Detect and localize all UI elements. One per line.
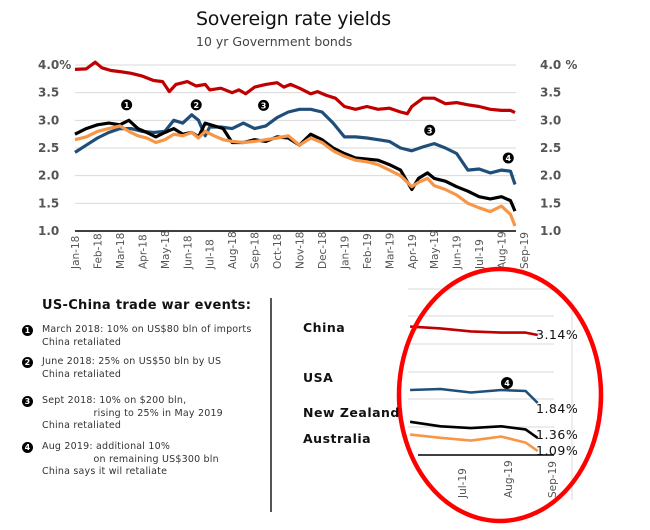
x-tick-label: Dec-18 xyxy=(317,232,329,269)
event-marker-circle xyxy=(121,99,133,111)
y-tick-label-right: 1.5 xyxy=(540,196,561,210)
y-tick-label-left: 3.5 xyxy=(38,86,59,100)
section-divider xyxy=(270,298,272,512)
x-tick-label: Jun-18 xyxy=(182,235,194,270)
inset-marker-circle xyxy=(501,377,513,389)
x-tick-label: Oct-18 xyxy=(272,234,284,269)
inset-value-australia: 1.09% xyxy=(536,443,579,458)
x-tick-label: May-19 xyxy=(429,230,441,269)
y-tick-label-left: 3.0 xyxy=(38,113,59,127)
y-tick-label-left: 4.0% xyxy=(38,58,71,72)
event-number-badge: 1 xyxy=(22,325,33,336)
y-tick-label-right: 3.0 xyxy=(540,113,561,127)
event-marker-circle xyxy=(258,99,270,111)
event-marker-1: 1 xyxy=(121,99,133,111)
event-marker-number: 2 xyxy=(193,101,199,110)
inset-value-usa: 1.84% xyxy=(536,401,579,416)
x-tick-label: Feb-18 xyxy=(92,233,104,269)
series-line-usa xyxy=(74,107,517,186)
x-tick-label: Nov-18 xyxy=(295,232,307,269)
event-text: Sept 2018: 10% on $200 bln, rising to 25… xyxy=(42,395,223,431)
event-marker-circle xyxy=(502,152,514,164)
event-marker-circle xyxy=(424,124,436,136)
x-tick-label: Feb-19 xyxy=(362,233,374,269)
x-tick-label: Jan-19 xyxy=(339,236,351,270)
event-marker-3: 3 xyxy=(424,124,436,136)
event-marker-circle xyxy=(190,99,202,111)
inset-series-line-new-zealand xyxy=(409,420,539,440)
y-tick-label-left: 2.5 xyxy=(38,141,59,155)
y-tick-label-left: 1.5 xyxy=(38,196,59,210)
inset-x-tick-label: Sep-19 xyxy=(547,461,559,498)
inset-event-marker-4: 4 xyxy=(501,377,513,389)
inset-label-australia: Australia xyxy=(303,431,372,446)
x-tick-label: Apr-19 xyxy=(407,234,419,269)
inset-label-usa: USA xyxy=(303,370,334,385)
inset-marker-number: 4 xyxy=(504,379,510,388)
x-tick-label: Jun-19 xyxy=(452,235,464,270)
event-text: March 2018: 10% on US$80 bln of imports … xyxy=(42,324,252,348)
y-tick-label-right: 1.0 xyxy=(540,224,561,238)
series-line-china xyxy=(74,60,516,116)
chart-title: Sovereign rate yields xyxy=(196,8,391,30)
event-marker-number: 3 xyxy=(261,101,267,110)
y-tick-label-right: 2.5 xyxy=(540,141,561,155)
inset-label-china: China xyxy=(303,320,346,335)
event-marker-number: 3 xyxy=(427,126,433,135)
x-tick-label: Sep-18 xyxy=(250,232,262,269)
inset-series-line-usa xyxy=(410,387,539,404)
y-tick-label-left: 1.0 xyxy=(38,224,59,238)
x-tick-label: May-18 xyxy=(160,230,172,269)
inset-series-line-china xyxy=(410,325,538,337)
event-marker-2: 2 xyxy=(190,99,202,111)
x-tick-label: Aug-19 xyxy=(497,231,509,269)
x-tick-label: Jul-18 xyxy=(205,239,217,270)
series-line-new-zealand xyxy=(74,118,517,212)
inset-value-new-zealand: 1.36% xyxy=(536,427,579,442)
event-marker-number: 1 xyxy=(124,101,130,110)
y-tick-label-right: 2.0 xyxy=(540,169,561,183)
x-tick-label: Aug-18 xyxy=(227,231,239,269)
event-marker-3: 3 xyxy=(258,99,270,111)
event-marker-4: 4 xyxy=(502,152,514,164)
event-number-badge: 3 xyxy=(22,396,33,407)
x-tick-label: Apr-18 xyxy=(137,234,149,269)
y-tick-label-right: 3.5 xyxy=(540,86,561,100)
inset-x-tick-label: Aug-19 xyxy=(503,460,515,498)
event-text: Aug 2019: additional 10% on remaining US… xyxy=(42,441,219,477)
event-marker-number: 4 xyxy=(505,154,511,163)
series-line-australia xyxy=(74,124,517,227)
y-tick-label-left: 2.0 xyxy=(38,169,59,183)
x-tick-label: Jan-18 xyxy=(70,236,82,270)
x-tick-label: Jul-19 xyxy=(474,239,486,270)
inset-x-tick-label: Jul-19 xyxy=(457,468,469,499)
y-tick-label-right: 4.0 % xyxy=(540,58,577,72)
inset-value-china: 3.14% xyxy=(536,327,579,342)
inset-series-line-australia xyxy=(409,433,539,453)
x-tick-label: Sep-19 xyxy=(519,232,531,269)
x-tick-label: Mar-19 xyxy=(384,233,396,269)
inset-label-new-zealand: New Zealand xyxy=(303,405,400,420)
event-text: June 2018: 25% on US$50 bln by US China … xyxy=(42,356,222,380)
events-title: US-China trade war events: xyxy=(42,298,252,313)
chart-subtitle: 10 yr Government bonds xyxy=(196,34,353,49)
highlight-ellipse xyxy=(396,266,604,524)
x-tick-label: Mar-18 xyxy=(115,233,127,269)
event-number-badge: 2 xyxy=(22,357,33,368)
event-number-badge: 4 xyxy=(22,442,33,453)
